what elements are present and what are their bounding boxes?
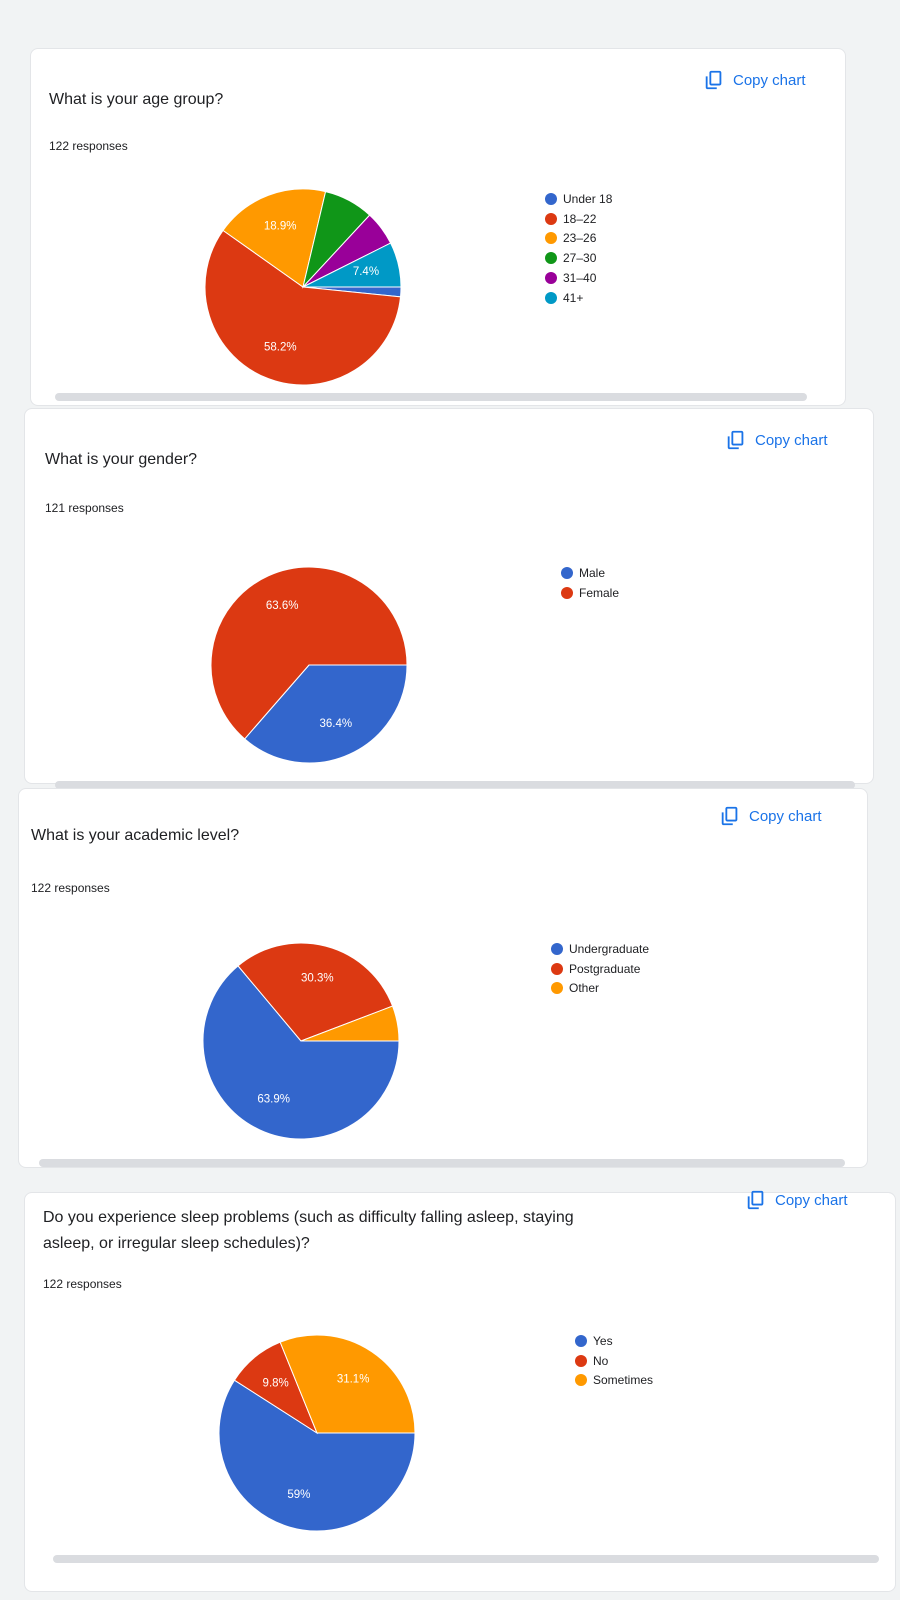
legend-label: 27–30 <box>563 251 597 266</box>
pie-slice-postgraduate[interactable] <box>237 942 394 1042</box>
legend-item-sometimes: Sometimes <box>575 1371 653 1391</box>
pie-slice-18-22[interactable] <box>204 229 402 386</box>
response-count: 122 responses <box>49 139 128 153</box>
legend-swatch <box>545 232 557 245</box>
legend-item-27-30: 27–30 <box>545 248 612 268</box>
legend-label: Postgraduate <box>569 961 641 976</box>
legend-item-male: Male <box>561 563 619 583</box>
legend-item-18-22: 18–22 <box>545 209 612 229</box>
legend-item-23-26: 23–26 <box>545 229 612 249</box>
pie-slice-41[interactable] <box>302 242 402 288</box>
chart-legend: Male Female <box>561 563 619 603</box>
legend-item-41: 41+ <box>545 288 612 308</box>
legend-label: 23–26 <box>563 231 597 246</box>
horizontal-scrollbar[interactable] <box>55 781 855 789</box>
copy-chart-button[interactable]: Copy chart <box>703 69 806 91</box>
slice-data-label: 59% <box>287 1489 310 1501</box>
pie-slice-23-26[interactable] <box>222 188 327 288</box>
slice-data-label: 63.6% <box>266 600 299 612</box>
slice-data-label: 63.9% <box>257 1094 290 1106</box>
slice-data-label: 36.4% <box>319 718 352 730</box>
question-title-line-2: asleep, or irregular sleep schedules)? <box>43 1235 310 1252</box>
legend-item-under-18: Under 18 <box>545 189 612 209</box>
copy-chart-label: Copy chart <box>749 807 822 825</box>
question-title: What is your age group? <box>49 91 224 108</box>
legend-swatch <box>575 1374 587 1387</box>
pie-chart: 58.2% 18.9% 7.4% <box>204 188 402 386</box>
question-title: What is your academic level? <box>31 827 240 844</box>
pie-slice-other[interactable] <box>300 1005 400 1042</box>
legend-label: Under 18 <box>563 191 613 206</box>
chart-legend: Under 18 18–22 23–26 27–30 31–40 41+ <box>545 189 612 308</box>
response-count: 121 responses <box>45 501 124 515</box>
legend-label: Other <box>569 981 600 996</box>
legend-swatch <box>545 212 557 225</box>
copy-icon <box>727 430 744 450</box>
legend-item-female: Female <box>561 583 619 603</box>
horizontal-scrollbar[interactable] <box>39 1159 845 1167</box>
slice-data-label: 31.1% <box>337 1373 370 1385</box>
legend-swatch <box>561 586 573 599</box>
legend-item-undergraduate: Undergraduate <box>551 939 649 959</box>
legend-swatch <box>575 1354 587 1367</box>
slice-data-label: 9.8% <box>263 1377 289 1389</box>
copy-chart-button[interactable]: Copy chart <box>725 429 828 451</box>
pie-slice-male[interactable] <box>243 664 408 764</box>
legend-item-31-40: 31–40 <box>545 268 612 288</box>
copy-icon <box>721 806 738 826</box>
copy-chart-button[interactable]: Copy chart <box>719 805 822 827</box>
chart-card-gender: What is your gender? 121 responses Copy … <box>24 408 874 789</box>
legend-label: Undergraduate <box>569 941 650 956</box>
pie-chart: 63.9% 30.3% <box>202 942 400 1140</box>
pie-chart: 59% 9.8% 31.1% <box>218 1334 416 1532</box>
pie-slice-yes[interactable] <box>218 1379 416 1532</box>
legend-swatch <box>545 192 557 205</box>
legend-label: Female <box>579 585 620 600</box>
horizontal-scrollbar[interactable] <box>55 393 807 401</box>
legend-label: Sometimes <box>593 1373 654 1388</box>
copy-chart-label: Copy chart <box>775 1191 848 1209</box>
legend-swatch <box>551 962 563 975</box>
chart-card-age: What is your age group? 122 responses Co… <box>30 48 846 406</box>
legend-swatch <box>575 1334 587 1347</box>
legend-label: Yes <box>593 1333 613 1348</box>
copy-icon <box>705 70 722 90</box>
legend-item-postgraduate: Postgraduate <box>551 959 649 979</box>
response-count: 122 responses <box>31 881 110 895</box>
copy-icon <box>747 1190 764 1210</box>
legend-swatch <box>561 566 573 579</box>
legend-swatch <box>545 272 557 285</box>
copy-chart-button[interactable]: Copy chart <box>745 1189 848 1211</box>
copy-chart-label: Copy chart <box>733 71 806 89</box>
legend-label: Male <box>579 565 606 580</box>
legend-swatch <box>545 252 557 265</box>
legend-label: 41+ <box>563 290 584 305</box>
slice-data-label: 18.9% <box>264 221 297 233</box>
legend-label: 31–40 <box>563 271 597 286</box>
legend-swatch <box>545 291 557 304</box>
pie-slice-sometimes[interactable] <box>279 1334 416 1434</box>
pie-slice-female[interactable] <box>210 566 408 740</box>
legend-label: 18–22 <box>563 211 597 226</box>
slice-data-label: 30.3% <box>301 972 334 984</box>
pie-chart: 36.4% 63.6% <box>210 566 408 764</box>
copy-chart-label: Copy chart <box>755 431 828 449</box>
horizontal-scrollbar[interactable] <box>53 1555 879 1563</box>
legend-item-other: Other <box>551 979 649 999</box>
slice-data-label: 7.4% <box>353 266 379 278</box>
legend-swatch <box>551 982 563 995</box>
legend-item-yes: Yes <box>575 1331 653 1351</box>
pie-slice-undergraduate[interactable] <box>202 965 400 1140</box>
chart-legend: Undergraduate Postgraduate Other <box>551 939 649 998</box>
question-title: What is your gender? <box>45 451 198 468</box>
chart-card-sleep: Do you experience sleep problems (such a… <box>24 1189 896 1592</box>
legend-label: No <box>593 1353 609 1368</box>
legend-item-no: No <box>575 1351 653 1371</box>
chart-legend: Yes No Sometimes <box>575 1331 653 1390</box>
response-count: 122 responses <box>43 1277 122 1291</box>
legend-swatch <box>551 942 563 955</box>
question-title-line-1: Do you experience sleep problems (such a… <box>43 1209 574 1226</box>
chart-card-academic: What is your academic level? 122 respons… <box>18 788 868 1168</box>
slice-data-label: 58.2% <box>264 342 297 354</box>
